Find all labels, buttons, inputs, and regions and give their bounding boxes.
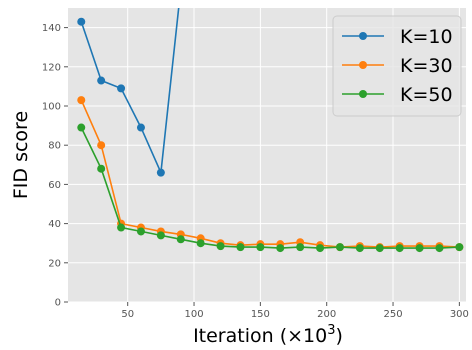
y-tick-label: 120 (42, 62, 61, 73)
data-point (276, 244, 285, 253)
data-point (156, 231, 165, 240)
y-tick-label: 40 (48, 219, 61, 230)
ticks: 0 20 40 60 80 100 120 140 50 100 150 200 250 300 (42, 23, 469, 320)
data-point (77, 17, 86, 26)
x-tick-label: 200 (317, 309, 336, 320)
y-tick-label: 60 (48, 180, 61, 191)
series-layer (77, 8, 464, 253)
data-point (136, 123, 145, 132)
data-point (256, 243, 265, 252)
data-point (395, 244, 404, 253)
data-point (236, 243, 245, 252)
legend-marker (359, 61, 367, 69)
y-tick-label: 140 (42, 23, 61, 34)
data-point (136, 227, 145, 236)
data-point (97, 164, 106, 173)
grid (68, 8, 466, 303)
legend-item: K=10 (342, 26, 453, 48)
data-point (97, 141, 106, 150)
legend: K=10 K=30 K=50 (332, 15, 462, 117)
data-point (455, 243, 464, 252)
y-tick-label: 80 (48, 141, 61, 152)
x-tick-label: 100 (184, 309, 203, 320)
y-tick-label: 0 (55, 298, 61, 309)
data-point (335, 243, 344, 252)
data-point (296, 243, 305, 252)
series-1 (77, 8, 180, 177)
data-point (196, 239, 205, 248)
series-3 (77, 123, 464, 253)
x-tick-label: 250 (383, 309, 402, 320)
legend-marker (359, 90, 367, 98)
legend-label: K=50 (400, 84, 453, 106)
x-axis-title: Iteration (×103) (193, 323, 343, 347)
y-tick-label: 100 (42, 102, 61, 113)
x-axis-title-exponent: 3 (327, 323, 335, 338)
y-tick-label: 20 (48, 258, 61, 269)
data-point (156, 168, 165, 177)
data-point (216, 242, 225, 251)
legend-item: K=50 (342, 84, 453, 106)
x-tick-label: 150 (251, 309, 270, 320)
data-point (97, 76, 106, 85)
data-point (415, 244, 424, 253)
data-point (435, 244, 444, 253)
data-point (316, 244, 325, 253)
data-point (117, 223, 126, 232)
legend-label: K=10 (400, 26, 453, 48)
y-axis-title: FID score (10, 111, 32, 199)
legend-label: K=30 (400, 55, 453, 77)
data-point (375, 244, 384, 253)
legend-marker (359, 32, 367, 40)
series-line (80, 8, 180, 176)
x-tick-label: 50 (121, 309, 134, 320)
data-point (117, 84, 126, 93)
data-point (77, 123, 86, 132)
legend-item: K=30 (342, 55, 453, 77)
data-point (77, 96, 86, 105)
x-tick-label: 300 (450, 309, 469, 320)
data-point (355, 244, 364, 253)
data-point (176, 235, 185, 244)
